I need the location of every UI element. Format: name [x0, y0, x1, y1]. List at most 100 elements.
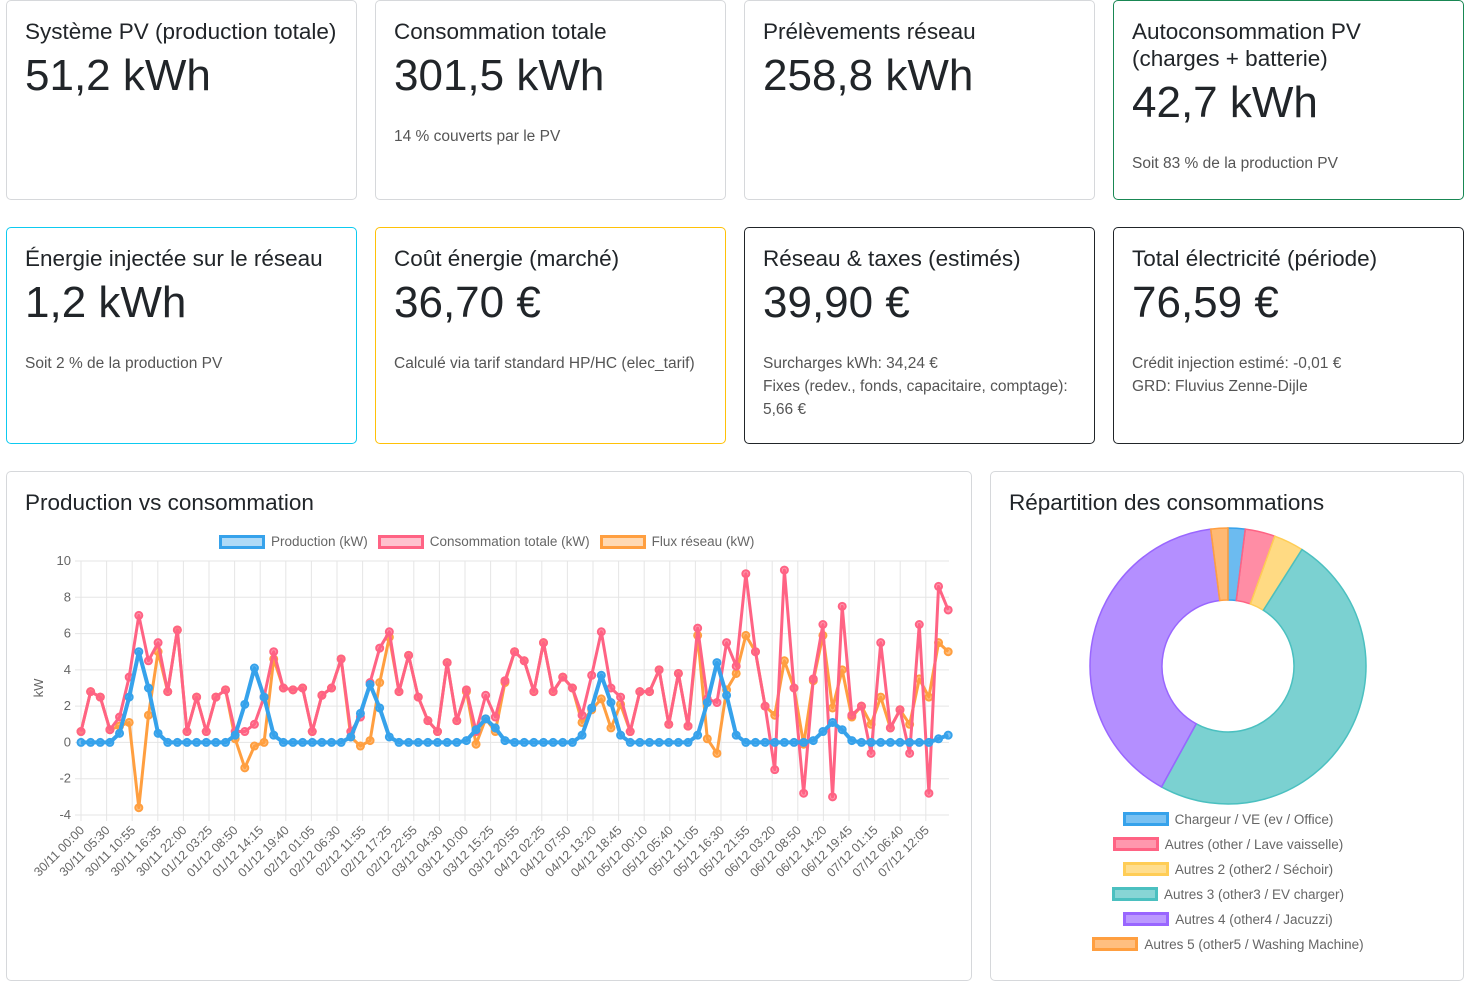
data-point	[240, 727, 250, 737]
data-point	[211, 692, 221, 702]
data-point	[905, 748, 915, 758]
series-line	[79, 568, 950, 799]
data-point	[760, 701, 770, 711]
card-title: Prélèvements réseau	[763, 19, 976, 44]
pie-legend-item[interactable]: Autres 3 (other3 / EV charger)	[991, 887, 1465, 902]
data-point	[818, 620, 828, 629]
data-point	[500, 676, 510, 686]
data-point	[924, 692, 934, 702]
data-point	[134, 647, 144, 657]
data-point	[538, 638, 548, 648]
data-point	[375, 643, 385, 653]
data-point	[172, 625, 182, 635]
data-point	[442, 658, 452, 668]
data-point	[307, 737, 317, 747]
data-point	[452, 716, 462, 726]
data-point	[230, 730, 240, 740]
data-point	[95, 692, 105, 702]
data-point	[876, 737, 886, 747]
legend-label: Autres 4 (other4 / Jacuzzi)	[1175, 912, 1333, 927]
y-tick-label: 0	[64, 734, 71, 749]
data-point	[779, 737, 789, 747]
data-point	[731, 668, 741, 678]
card-title: Système PV (production totale)	[25, 19, 337, 44]
y-tick-label: 6	[64, 626, 71, 641]
legend-item[interactable]: Flux réseau (kW)	[599, 534, 754, 549]
data-point	[143, 656, 153, 666]
legend-item[interactable]: Consommation totale (kW)	[377, 534, 590, 549]
card-value: 42,7 kWh	[1132, 78, 1318, 127]
card-value: 39,90 €	[763, 278, 910, 327]
pie-legend-item[interactable]: Autres 5 (other5 / Washing Machine)	[991, 937, 1465, 952]
data-point	[433, 727, 443, 737]
data-point	[336, 737, 346, 747]
data-point	[702, 698, 712, 708]
data-point	[741, 630, 751, 640]
pie-legend-item[interactable]: Autres (other / Lave vaisselle)	[991, 837, 1465, 852]
donut-slice[interactable]	[1089, 528, 1221, 788]
data-point	[192, 737, 202, 747]
legend-item[interactable]: Production (kW)	[219, 534, 368, 549]
data-point	[924, 788, 934, 798]
data-point	[760, 737, 770, 747]
data-point	[510, 737, 520, 747]
data-point	[828, 792, 838, 802]
card-subtext: Soit 2 % de la production PV	[25, 355, 223, 372]
data-point	[808, 674, 818, 684]
legend-label: Autres 5 (other5 / Washing Machine)	[1144, 937, 1364, 952]
kpi-card: Réseau & taxes (estimés) 39,90 € Surcharge…	[744, 227, 1095, 444]
data-point	[895, 705, 905, 715]
data-point	[163, 737, 173, 747]
data-point	[192, 692, 202, 702]
legend-label: Autres 2 (other2 / Séchoir)	[1174, 862, 1334, 877]
card-subtext: Crédit injection estimé: -0,01 €	[1132, 355, 1342, 372]
data-point	[943, 605, 953, 615]
data-point	[673, 737, 683, 747]
data-point	[693, 623, 703, 633]
data-point	[481, 690, 491, 700]
data-point	[664, 737, 674, 747]
data-point	[394, 687, 404, 697]
card-value: 301,5 kWh	[394, 51, 605, 100]
data-point	[779, 565, 789, 575]
donut-slice[interactable]	[1160, 548, 1367, 805]
data-point	[519, 737, 529, 747]
kpi-card: Consommation totale 301,5 kWh 14 % couvert…	[375, 0, 726, 200]
pie-legend-item[interactable]: Autres 4 (other4 / Jacuzzi)	[991, 912, 1465, 927]
pie-legend-item[interactable]: Autres 2 (other2 / Séchoir)	[991, 862, 1465, 877]
y-tick-label: 4	[64, 662, 71, 677]
pie-chart-title: Répartition des consommations	[1009, 490, 1325, 515]
data-point	[712, 698, 722, 708]
data-point	[799, 788, 809, 798]
data-point	[519, 656, 529, 666]
data-point	[384, 732, 394, 742]
data-point	[221, 737, 231, 747]
card-subtext: Soit 83 % de la production PV	[1132, 155, 1338, 172]
data-point	[375, 678, 385, 688]
data-point	[587, 703, 597, 713]
data-point	[461, 736, 471, 746]
card-title: Coût énergie (marché)	[394, 246, 620, 271]
data-point	[558, 737, 568, 747]
data-point	[461, 685, 471, 695]
data-point	[779, 656, 789, 666]
data-point	[105, 737, 115, 747]
data-point	[278, 683, 288, 693]
donut-slice[interactable]	[1209, 527, 1229, 602]
data-point	[934, 581, 944, 591]
data-point	[201, 727, 211, 737]
card-subtext: Fixes (redev., fonds, capacitaire, compt…	[763, 378, 1068, 418]
data-point	[307, 727, 317, 737]
card-value: 1,2 kWh	[25, 278, 187, 327]
data-point	[288, 685, 298, 695]
legend-swatch	[1122, 812, 1169, 826]
data-point	[365, 736, 375, 746]
data-point	[355, 741, 365, 751]
data-point	[249, 741, 259, 751]
data-point	[115, 728, 125, 738]
data-point	[856, 701, 866, 711]
legend-swatch	[1123, 912, 1170, 926]
data-point	[490, 723, 500, 733]
data-point	[828, 717, 838, 727]
pie-legend-item[interactable]: Chargeur / VE (ev / Office)	[991, 812, 1465, 827]
